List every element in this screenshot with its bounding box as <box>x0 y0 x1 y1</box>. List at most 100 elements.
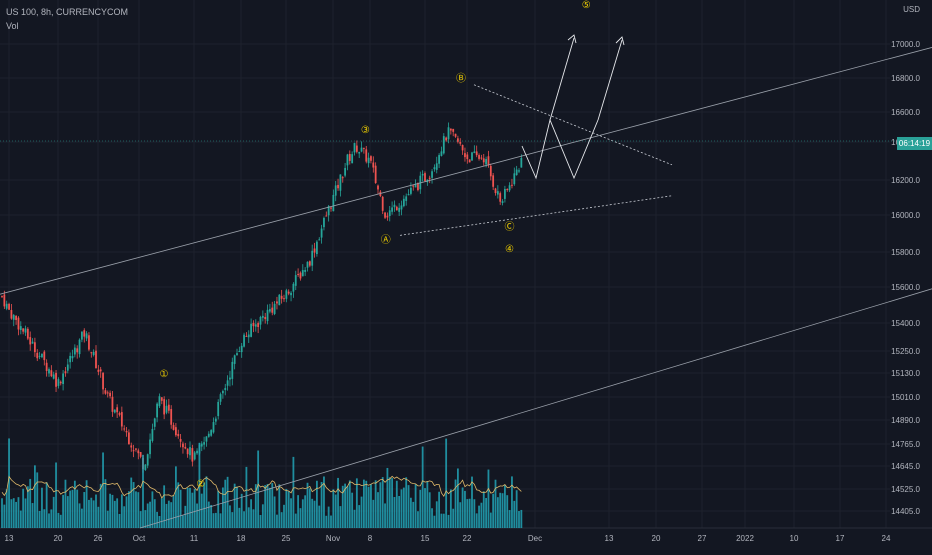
currency-label: USD <box>903 5 920 14</box>
volume-bar <box>186 487 189 528</box>
wave-labels: ① ② ③ Ⓐ Ⓑ Ⓒ ④ ⑤ <box>160 0 591 490</box>
candle-body <box>412 185 415 187</box>
volume-bar <box>132 482 135 528</box>
candle-body <box>90 352 93 354</box>
candle-body <box>43 351 46 361</box>
volume-bar <box>466 499 469 528</box>
candle-body <box>414 183 417 188</box>
volume-bar <box>222 487 224 528</box>
candle-body <box>496 191 499 195</box>
candle-body <box>57 379 60 386</box>
x-tick-label: 18 <box>237 534 246 543</box>
x-tick-label: Dec <box>528 534 542 543</box>
volume-bar <box>370 484 372 528</box>
candle-body <box>243 334 245 347</box>
volume-bar <box>431 508 433 528</box>
candle-body <box>81 331 83 340</box>
candle-body <box>83 330 86 337</box>
candle-body <box>435 163 438 170</box>
candle-body <box>363 147 365 149</box>
volume-bar <box>64 479 67 528</box>
volume-bar <box>372 499 375 528</box>
volume-bar <box>325 515 328 528</box>
volume-bar <box>506 495 509 528</box>
y-tick-label: 15250.0 <box>891 347 920 356</box>
candle-body <box>170 409 173 425</box>
projection-arrow-right <box>597 39 623 121</box>
wave-label: ③ <box>361 125 370 136</box>
candle-body <box>478 155 480 159</box>
volume-bar <box>167 500 170 528</box>
volume-bar <box>435 501 438 528</box>
volume-bar <box>83 492 86 528</box>
candle-body <box>111 396 114 412</box>
candle-body <box>271 307 274 313</box>
volume-bar <box>297 495 299 528</box>
x-tick-label: 15 <box>421 534 430 543</box>
volume-bar <box>245 466 248 528</box>
candle-body <box>473 151 476 154</box>
y-tick-label: 16800.0 <box>891 74 920 83</box>
volume-bar <box>139 511 142 528</box>
channel-upper-line <box>0 47 932 295</box>
volume-bar <box>440 513 443 528</box>
volume-bar <box>280 512 283 528</box>
volume-bar <box>120 494 123 528</box>
candle-body <box>410 187 412 194</box>
candle-body <box>135 448 137 450</box>
candle-body <box>280 295 283 299</box>
volume-bar <box>116 498 119 528</box>
candle-body <box>245 335 248 337</box>
candle-body <box>116 407 119 413</box>
volume-bar <box>379 482 382 528</box>
candle-body <box>97 369 100 372</box>
candle-body <box>492 175 495 187</box>
candle-body <box>374 165 377 184</box>
volume-bar <box>106 510 109 528</box>
y-tick-label: 15130.0 <box>891 369 920 378</box>
volume-bar <box>212 513 215 528</box>
candle-body <box>224 387 227 391</box>
candle-body <box>398 207 401 212</box>
candle-body <box>31 341 34 344</box>
volume-bar <box>92 500 95 528</box>
candle-body <box>327 206 330 216</box>
volume-bar <box>400 489 403 528</box>
volume-bar <box>381 477 384 528</box>
candle-body <box>285 290 288 299</box>
candle-body <box>447 127 450 140</box>
volume-bar <box>71 489 74 528</box>
candle-body <box>238 351 241 353</box>
candle-body <box>250 323 252 337</box>
candle-body <box>428 177 431 179</box>
volume-bar <box>125 496 128 528</box>
candle-body <box>186 448 189 455</box>
candle-body <box>287 291 290 294</box>
volume-bar <box>492 493 495 528</box>
volume-bar <box>365 480 368 528</box>
volume-bar <box>410 497 412 528</box>
candle-body <box>151 428 154 441</box>
candle-body <box>71 356 74 359</box>
candle-body <box>113 409 116 413</box>
symbol-header: US 100, 8h, CURRENCYCOM <box>6 7 129 17</box>
candle-body <box>130 445 133 448</box>
candle-body <box>34 342 36 353</box>
volume-bar <box>269 487 271 528</box>
x-tick-label: 27 <box>698 534 707 543</box>
candle-body <box>259 316 262 325</box>
candle-body <box>494 188 497 194</box>
volume-bar <box>283 504 285 528</box>
volume-bar <box>22 488 25 528</box>
candle-body <box>266 309 269 322</box>
candle-body <box>193 452 196 460</box>
candle-body <box>182 443 184 448</box>
candle-body <box>341 177 344 179</box>
volume-bar <box>511 476 513 528</box>
candle-body <box>407 194 410 196</box>
candle-body <box>276 301 278 304</box>
candle-body <box>393 204 396 208</box>
volume-bar <box>471 476 473 528</box>
